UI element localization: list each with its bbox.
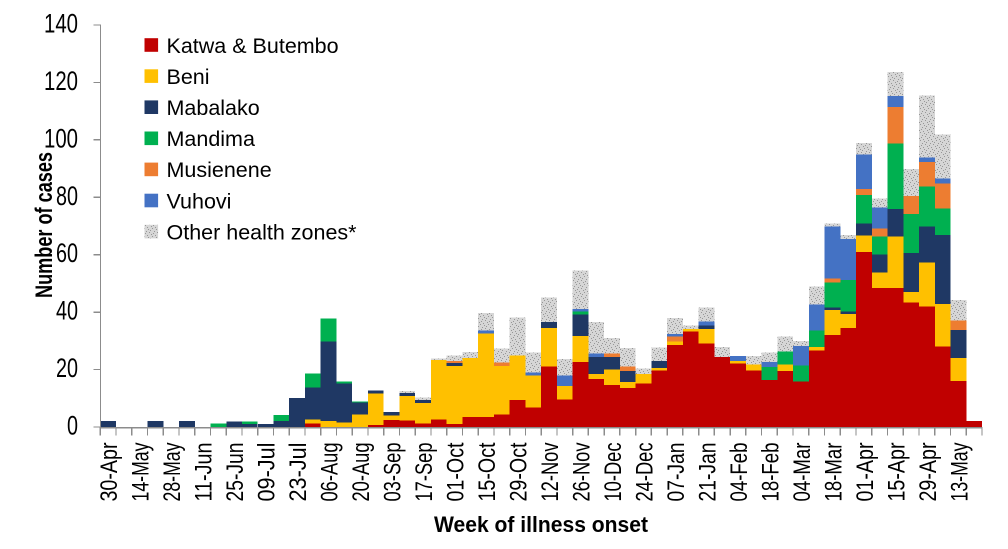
svg-text:60: 60 bbox=[56, 238, 78, 268]
svg-text:09-Jul: 09-Jul bbox=[254, 443, 281, 502]
svg-text:Other health zones*: Other health zones* bbox=[167, 220, 358, 244]
svg-text:15-Apr: 15-Apr bbox=[883, 443, 910, 502]
svg-text:23-Jul: 23-Jul bbox=[285, 443, 312, 502]
svg-text:40: 40 bbox=[56, 296, 78, 326]
svg-text:03-Sep: 03-Sep bbox=[380, 443, 407, 502]
svg-text:04-Feb: 04-Feb bbox=[726, 443, 753, 502]
svg-text:Musienene: Musienene bbox=[167, 158, 272, 182]
svg-text:Week of illness onset: Week of illness onset bbox=[434, 512, 649, 537]
svg-text:18-Mar: 18-Mar bbox=[820, 443, 847, 502]
svg-text:20-Aug: 20-Aug bbox=[348, 443, 375, 502]
svg-text:07-Jan: 07-Jan bbox=[663, 443, 690, 502]
svg-text:120: 120 bbox=[44, 66, 78, 96]
svg-text:80: 80 bbox=[56, 181, 78, 211]
svg-text:12-Nov: 12-Nov bbox=[537, 443, 564, 502]
svg-text:29-Oct: 29-Oct bbox=[506, 442, 533, 501]
svg-text:18-Feb: 18-Feb bbox=[757, 443, 784, 502]
svg-text:25-Jun: 25-Jun bbox=[222, 443, 249, 502]
svg-text:24-Dec: 24-Dec bbox=[632, 443, 659, 502]
svg-text:01-Oct: 01-Oct bbox=[443, 442, 470, 501]
svg-text:14-May: 14-May bbox=[128, 443, 155, 502]
svg-text:Vuhovi: Vuhovi bbox=[167, 189, 232, 213]
svg-text:Beni: Beni bbox=[167, 65, 210, 89]
svg-text:140: 140 bbox=[44, 9, 78, 39]
svg-text:30-Apr: 30-Apr bbox=[96, 443, 123, 502]
svg-text:06-Aug: 06-Aug bbox=[317, 443, 344, 502]
svg-text:10-Dec: 10-Dec bbox=[600, 443, 627, 502]
svg-text:01-Apr: 01-Apr bbox=[852, 443, 879, 502]
svg-text:04-Mar: 04-Mar bbox=[789, 443, 816, 502]
svg-text:21-Jan: 21-Jan bbox=[694, 443, 721, 502]
svg-text:100: 100 bbox=[44, 123, 78, 153]
svg-text:15-Oct: 15-Oct bbox=[474, 442, 501, 501]
svg-text:0: 0 bbox=[67, 411, 78, 441]
svg-text:Number of cases: Number of cases bbox=[31, 152, 58, 298]
svg-text:17-Sep: 17-Sep bbox=[411, 443, 438, 502]
svg-text:28-May: 28-May bbox=[159, 443, 186, 502]
svg-text:Mabalako: Mabalako bbox=[167, 96, 260, 120]
svg-text:Katwa & Butembo: Katwa & Butembo bbox=[167, 34, 339, 58]
svg-text:11-Jun: 11-Jun bbox=[191, 443, 218, 502]
svg-text:20: 20 bbox=[56, 353, 78, 383]
svg-text:29-Apr: 29-Apr bbox=[915, 443, 942, 502]
svg-text:26-Nov: 26-Nov bbox=[569, 443, 596, 502]
svg-text:13-May: 13-May bbox=[946, 443, 973, 502]
svg-text:Mandima: Mandima bbox=[167, 127, 255, 151]
